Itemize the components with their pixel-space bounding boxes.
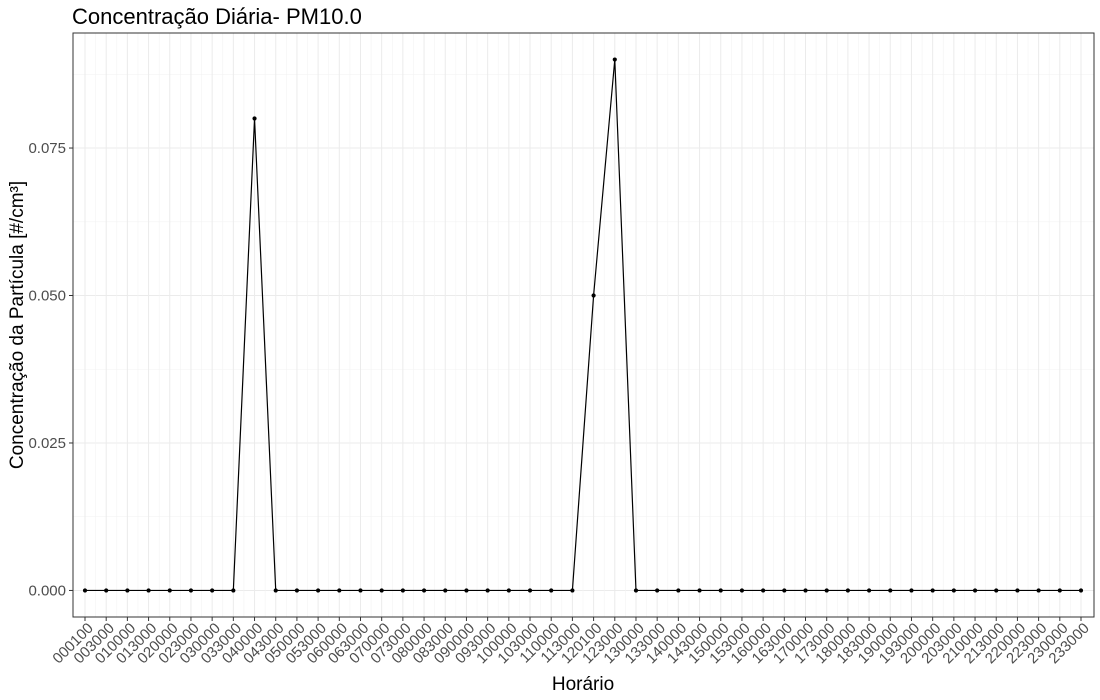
data-point — [845, 588, 850, 593]
data-point — [761, 588, 766, 593]
data-point — [888, 588, 893, 593]
y-tick-label: 0.075 — [28, 140, 66, 157]
data-point — [803, 588, 808, 593]
data-point — [549, 588, 554, 593]
data-point — [104, 588, 109, 593]
data-point — [591, 293, 596, 298]
data-point — [379, 588, 384, 593]
data-point — [1078, 588, 1084, 593]
data-point — [972, 588, 978, 593]
data-point — [82, 588, 88, 593]
data-point — [697, 588, 702, 593]
data-point — [273, 588, 278, 593]
y-tick-label: 0.050 — [28, 288, 66, 305]
data-point — [210, 588, 215, 593]
data-point — [612, 57, 617, 62]
data-point — [400, 588, 405, 593]
data-point — [146, 588, 151, 593]
x-axis-title: Horário — [552, 674, 614, 695]
data-point — [464, 588, 469, 593]
data-point — [570, 588, 575, 593]
data-point — [443, 588, 448, 593]
data-point — [633, 588, 639, 593]
data-point — [337, 588, 342, 593]
data-point — [930, 588, 935, 593]
data-point — [125, 588, 130, 593]
data-point — [718, 588, 723, 593]
data-point — [188, 588, 194, 593]
axes: 0.0000.0250.0500.07500010000300001000001… — [28, 140, 1092, 667]
y-axis-title: Concentração da Partícula [#/cm³] — [7, 181, 28, 469]
data-point — [485, 588, 490, 593]
data-point — [1057, 588, 1062, 593]
data-point — [909, 588, 914, 593]
plot-panel-border — [72, 32, 1095, 618]
data-point — [1015, 588, 1020, 593]
data-point — [358, 588, 363, 593]
data-point — [951, 588, 956, 593]
data-point — [994, 588, 999, 593]
data-point — [824, 588, 829, 593]
data-point — [252, 116, 257, 121]
series — [82, 57, 1084, 593]
data-point — [655, 588, 660, 593]
data-point — [866, 588, 872, 593]
y-tick-label: 0.000 — [28, 582, 66, 599]
data-point — [167, 588, 172, 593]
y-tick-label: 0.025 — [28, 435, 66, 452]
grid — [73, 33, 1094, 617]
data-point — [316, 588, 321, 593]
data-point — [527, 588, 533, 593]
chart-title: Concentração Diária- PM10.0 — [72, 4, 362, 29]
series-line — [85, 59, 1081, 592]
data-point — [676, 588, 681, 593]
data-point — [506, 588, 511, 593]
data-point — [231, 588, 236, 593]
data-point — [739, 588, 745, 593]
data-point — [782, 588, 787, 593]
data-point — [294, 588, 300, 593]
data-point — [1036, 588, 1041, 593]
data-point — [421, 588, 427, 593]
